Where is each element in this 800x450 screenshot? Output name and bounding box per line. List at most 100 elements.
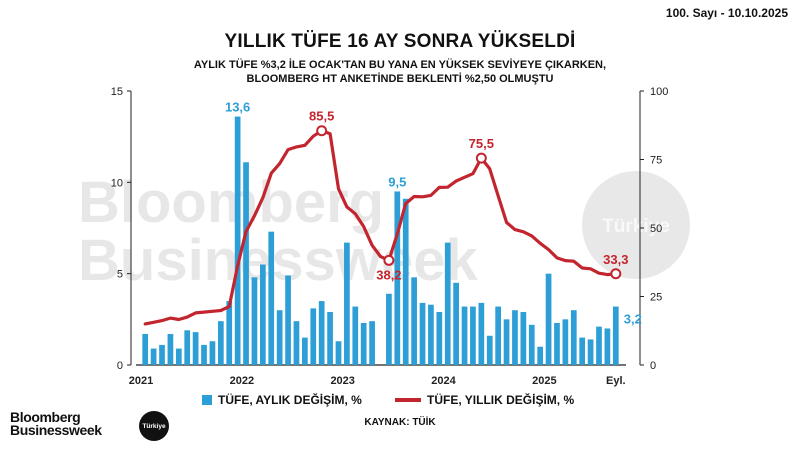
left-tick-label: 0 [117, 360, 123, 372]
bar-value-label: 13,6 [225, 100, 250, 115]
bar [604, 328, 611, 365]
bar [310, 308, 317, 365]
legend-bar-swatch [202, 395, 212, 405]
bar [360, 322, 367, 365]
bar [335, 341, 342, 365]
bar [512, 310, 518, 365]
bar [259, 264, 266, 365]
x-tick-label: 2024 [431, 375, 456, 387]
bar [234, 116, 241, 365]
bar [612, 306, 619, 365]
bar [587, 339, 594, 365]
logo-line-1: Bloomberg [10, 409, 81, 425]
x-tick-label: 2025 [532, 375, 556, 387]
legend-bar: TÜFE, AYLIK DEĞİŞİM, % [202, 393, 362, 407]
bar [453, 282, 459, 365]
bar [386, 293, 392, 365]
bar [285, 275, 291, 365]
bar [470, 306, 476, 365]
legend-line-label: TÜFE, YILLIK DEĞİŞİM, % [427, 393, 575, 407]
watermark-line-1: Bloomberg [78, 170, 384, 235]
bar [495, 306, 502, 365]
line-path [143, 129, 618, 326]
bar [411, 277, 417, 365]
line-marker [316, 125, 328, 137]
bar-series [142, 116, 619, 365]
bar [251, 277, 258, 365]
bar [175, 348, 182, 365]
left-tick-label: 15 [111, 86, 123, 98]
bar [243, 162, 249, 365]
bar [394, 191, 401, 365]
x-tick-label: Eyl. [606, 375, 626, 387]
bar [579, 337, 586, 365]
bar [318, 301, 325, 365]
chart-title: YILLIK TÜFE 16 AY SONRA YÜKSELDİ [224, 31, 576, 52]
line-value-label: 85,5 [309, 109, 334, 124]
legend-bar-label: TÜFE, AYLIK DEĞİŞİM, % [218, 393, 362, 407]
x-tick-label: 2021 [129, 375, 153, 387]
bar [327, 312, 333, 365]
bar [478, 302, 485, 365]
bar [486, 335, 493, 365]
line-marker [475, 152, 487, 164]
legend-line-swatch [395, 398, 421, 402]
bar [201, 344, 207, 365]
bar [537, 346, 544, 365]
brand-logo: Bloomberg Businessweek [10, 409, 102, 438]
bar [545, 273, 552, 365]
logo-line-2: Businessweek [10, 422, 102, 438]
subtitle-line-2: BLOOMBERG HT ANKETİNDE BEKLENTİ %2,50 OL… [246, 73, 554, 85]
x-tick-label: 2023 [330, 375, 354, 387]
line-value-label: 38,2 [376, 267, 401, 282]
watermark-badge-text: Türkiye [602, 216, 670, 237]
watermark-line-2: Businessweek [78, 228, 479, 293]
line-value-label: 33,3 [603, 252, 628, 267]
right-tick-label: 0 [650, 360, 656, 372]
bar [293, 321, 300, 365]
issue-date: 100. Sayı - 10.10.2025 [665, 6, 788, 20]
line-value-label: 75,5 [469, 136, 494, 151]
bar [268, 231, 275, 365]
bar [528, 324, 535, 365]
bar [444, 242, 451, 365]
bar [520, 312, 527, 365]
x-tick-label: 2022 [230, 375, 254, 387]
watermark-badge-circle [582, 171, 690, 279]
bar [159, 344, 165, 365]
legend-line: TÜFE, YILLIK DEĞİŞİM, % [395, 393, 574, 407]
bar [419, 302, 426, 365]
bar [436, 312, 443, 365]
bar [276, 310, 283, 365]
bar [192, 332, 199, 365]
bar [461, 306, 468, 365]
bar [226, 301, 233, 365]
bar [209, 341, 216, 365]
bar [150, 348, 157, 365]
right-tick-label: 25 [650, 292, 662, 304]
right-tick-label: 75 [650, 155, 662, 167]
bar [352, 306, 359, 365]
bar [217, 321, 224, 365]
bar [369, 321, 375, 365]
bar-value-label: 3,2 [624, 312, 642, 327]
right-tick-label: 50 [650, 223, 662, 235]
line-marker [383, 254, 395, 266]
bar [596, 326, 602, 365]
line-marker [610, 268, 622, 280]
bar [428, 304, 434, 365]
brand-badge: Türkiye [139, 411, 169, 441]
left-tick-label: 5 [117, 269, 123, 281]
bar [503, 319, 510, 365]
bar [302, 337, 308, 365]
bar [184, 330, 191, 365]
bar-value-label: 9,5 [388, 174, 406, 189]
line-series [143, 129, 618, 326]
data-labels: 13,6 9,5 3,2 85,5 38,2 75,5 33,3 [225, 100, 642, 327]
bar [570, 310, 577, 365]
right-tick-label: 100 [650, 86, 668, 98]
subtitle-line-1: AYLIK TÜFE %3,2 İLE OCAK'TAN BU YANA EN … [193, 59, 607, 71]
bar [562, 319, 569, 365]
bar [554, 322, 560, 365]
